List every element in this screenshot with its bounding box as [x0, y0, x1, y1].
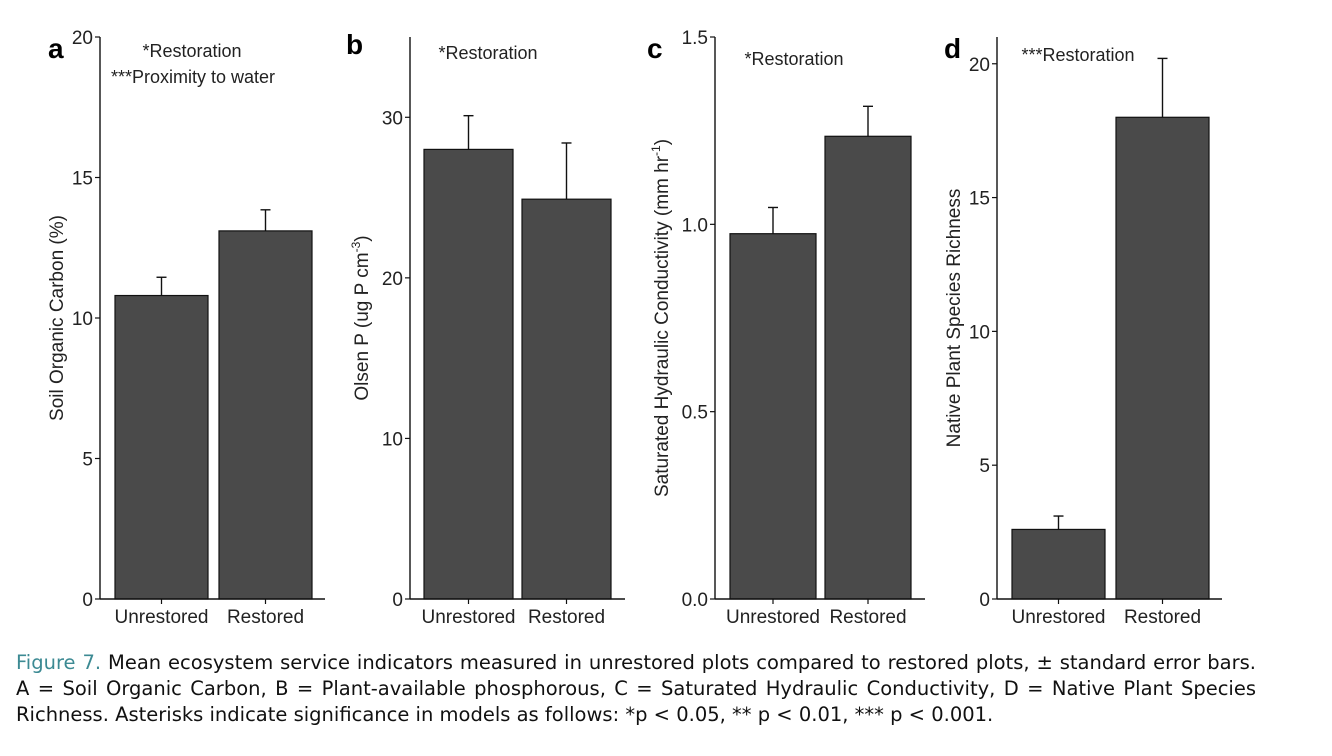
bar-unrestored [1011, 528, 1106, 600]
panel-b: 0 10 20 30 Unrestored Restored Olsen P (ug P c… [346, 29, 625, 628]
panel-letter: d [944, 33, 961, 64]
panel-d: 0 5 10 15 20 Unrestored Restored Native Plant S… [944, 33, 1222, 628]
y-tick-label: 5 [82, 450, 93, 471]
figure-panels: 0 5 10 15 20 Unrestored Restored Soil Organic C… [47, 28, 1222, 628]
y-tick-label: 10 [72, 309, 93, 330]
bar-restored [521, 198, 612, 600]
panel-a: 0 5 10 15 20 Unrestored Restored Soil Organic C… [47, 28, 325, 628]
y-tick-label: 10 [969, 322, 990, 343]
y-tick-label: 5 [979, 456, 990, 477]
bar-restored [1115, 116, 1210, 600]
error-bar-restored [863, 105, 873, 137]
figure-caption-text: Mean ecosystem service indicators measur… [16, 651, 1256, 726]
x-tick-label: Unrestored [115, 607, 209, 628]
y-tick-label: 15 [969, 189, 990, 210]
panel-letter: a [48, 33, 64, 64]
bar-unrestored [729, 233, 817, 600]
y-tick-label: 0 [82, 590, 93, 611]
significance-annotation: ***Proximity to water [111, 67, 275, 87]
error-bar-unrestored [1053, 515, 1064, 530]
error-bar-restored [561, 142, 572, 200]
bar-unrestored [114, 294, 209, 600]
error-bar-unrestored [768, 206, 778, 234]
bar-restored [218, 230, 313, 600]
figure-caption: Figure 7. Mean ecosystem service indicat… [16, 650, 1256, 728]
x-tick-label: Restored [829, 607, 906, 628]
y-tick-label: 10 [382, 429, 403, 450]
error-bar-restored [260, 209, 271, 231]
y-axis-label: Soil Organic Carbon (%) [47, 215, 68, 421]
y-tick-label: 1.5 [682, 28, 708, 49]
y-tick-label: 0 [392, 590, 403, 611]
bar-unrestored [423, 148, 514, 600]
panel-letter: b [346, 29, 363, 60]
significance-annotation: *Restoration [744, 49, 843, 69]
y-tick-label: 0.0 [682, 590, 708, 611]
error-bar-unrestored [156, 276, 167, 296]
error-bar-unrestored [463, 114, 474, 150]
error-bar-restored [1157, 57, 1168, 118]
x-tick-label: Restored [227, 607, 304, 628]
y-tick-label: 20 [72, 28, 93, 49]
panel-letter: c [647, 33, 663, 64]
x-tick-label: Unrestored [1012, 607, 1106, 628]
y-tick-label: 20 [969, 55, 990, 76]
significance-annotation: *Restoration [142, 41, 241, 61]
y-tick-label: 20 [382, 269, 403, 290]
y-tick-label: 0.5 [682, 403, 708, 424]
y-axis-label: Saturated Hydraulic Conductivity (mm hr-… [649, 139, 673, 497]
significance-annotation: *Restoration [438, 43, 537, 63]
y-tick-label: 0 [979, 590, 990, 611]
significance-annotation: ***Restoration [1021, 45, 1134, 65]
y-axis-label: Native Plant Species Richness [944, 189, 965, 448]
x-tick-label: Restored [528, 607, 605, 628]
figure-label: Figure 7. [16, 651, 102, 674]
x-tick-label: Unrestored [422, 607, 516, 628]
bar-restored [824, 135, 912, 600]
x-tick-label: Restored [1124, 607, 1201, 628]
panel-c: 0.0 0.5 1.0 1.5 Unrestored Restored Saturated … [647, 28, 925, 628]
x-tick-label: Unrestored [726, 607, 820, 628]
y-tick-label: 1.0 [682, 215, 708, 236]
y-tick-label: 15 [72, 169, 93, 190]
y-tick-label: 30 [382, 108, 403, 129]
y-axis-label: Olsen P (ug P cm-3) [349, 235, 373, 400]
